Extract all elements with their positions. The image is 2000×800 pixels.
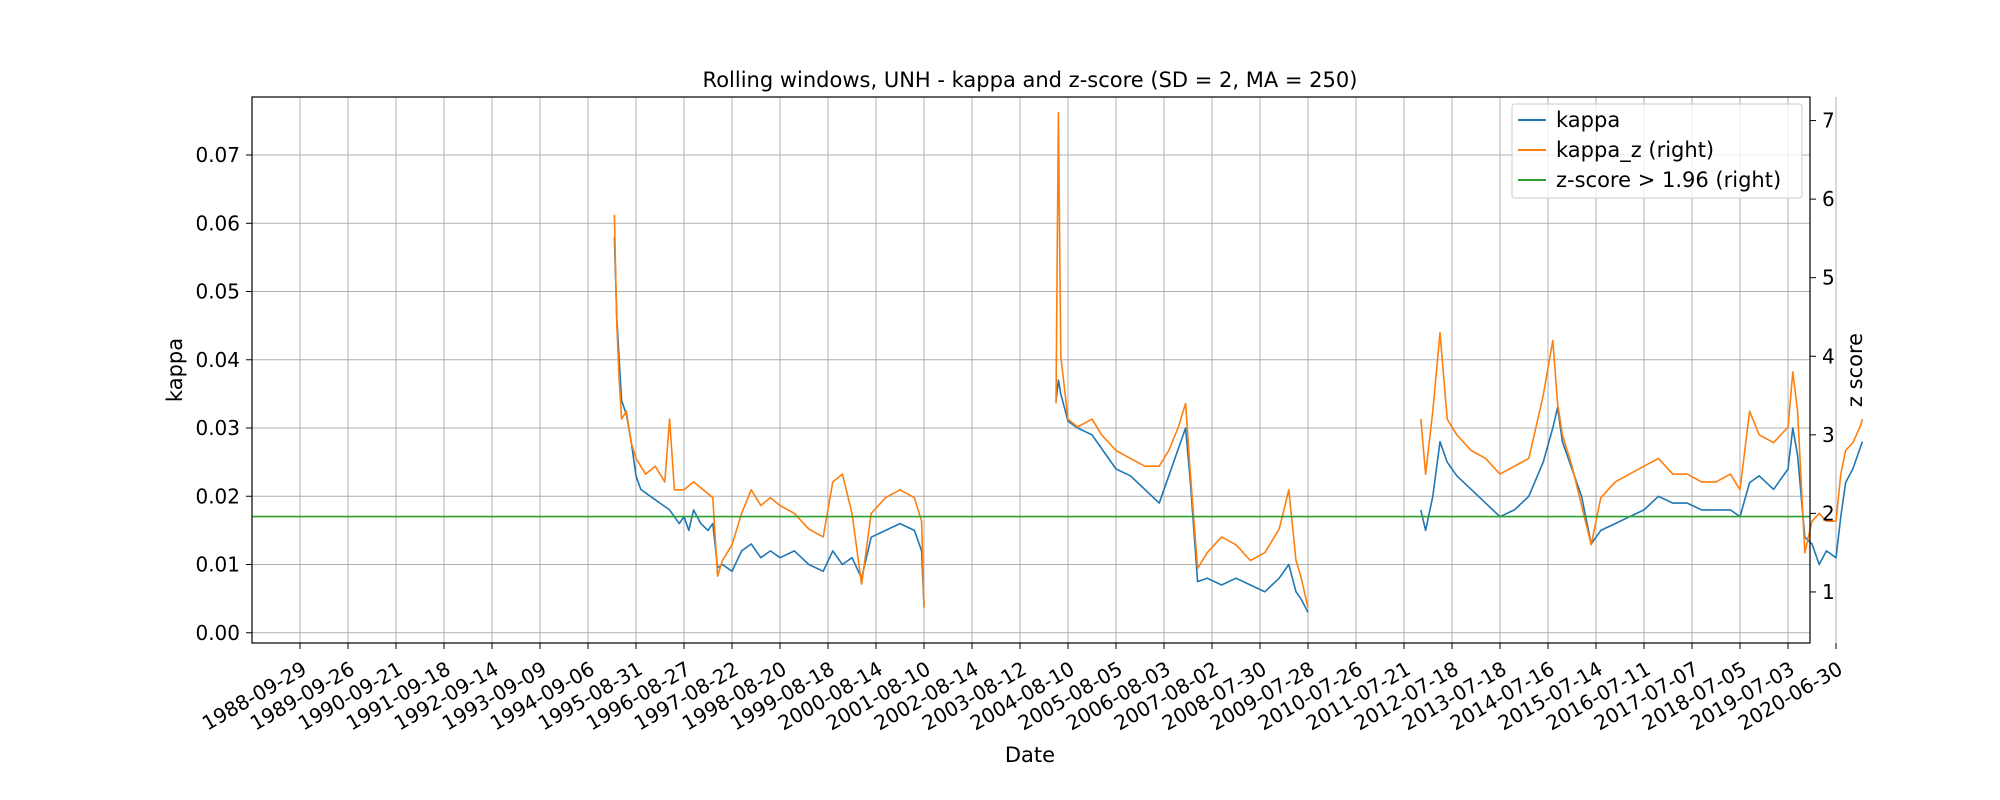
y-left-tick-label: 0.02 — [195, 484, 240, 508]
kappa-z-line-segment — [1055, 111, 1309, 608]
y-axis-right-title: z score — [1843, 333, 1867, 407]
series-layer — [252, 111, 1864, 613]
kappa-line-segment — [1055, 379, 1309, 613]
y-left-tick-label: 0.00 — [195, 621, 240, 645]
x-axis: 1988-09-291989-09-261990-09-211991-09-18… — [198, 643, 1847, 735]
y-right-tick-label: 5 — [1822, 266, 1835, 290]
kappa-z-line-segment — [1420, 331, 1864, 554]
legend-label-threshold: z-score > 1.96 (right) — [1556, 168, 1781, 192]
y-right-tick-label: 2 — [1822, 501, 1835, 525]
y-axis-right: 1 2 3 4 5 6 7 — [1810, 109, 1835, 604]
chart-title: Rolling windows, UNH - kappa and z-score… — [703, 68, 1358, 92]
legend-label-kappa-z: kappa_z (right) — [1556, 138, 1714, 163]
y-left-tick-label: 0.07 — [195, 143, 240, 167]
y-left-tick-label: 0.03 — [195, 416, 240, 440]
x-axis-title: Date — [1005, 743, 1055, 767]
kappa-line-segment — [613, 236, 925, 606]
y-axis-left-title: kappa — [163, 338, 187, 402]
plot-frame — [251, 96, 1811, 644]
legend-box — [1511, 103, 1803, 199]
y-left-tick-label: 0.06 — [195, 211, 240, 235]
legend-label-kappa: kappa — [1556, 108, 1620, 132]
y-left-tick-label: 0.01 — [195, 553, 240, 577]
y-left-tick-label: 0.05 — [195, 280, 240, 304]
y-right-tick-label: 4 — [1822, 344, 1835, 368]
y-left-tick-label: 0.04 — [195, 348, 240, 372]
y-right-tick-label: 3 — [1822, 423, 1835, 447]
kappa-z-line-segment — [613, 214, 925, 608]
y-right-tick-label: 6 — [1822, 187, 1835, 211]
kappa-line-segment — [1420, 406, 1864, 566]
y-axis-left: 0.00 0.01 0.02 0.03 0.04 0.05 0.06 0.07 — [195, 143, 252, 645]
y-right-tick-label: 7 — [1822, 109, 1835, 133]
legend: kappa kappa_z (right) z-score > 1.96 (ri… — [1511, 103, 1803, 199]
y-right-tick-label: 1 — [1822, 580, 1835, 604]
